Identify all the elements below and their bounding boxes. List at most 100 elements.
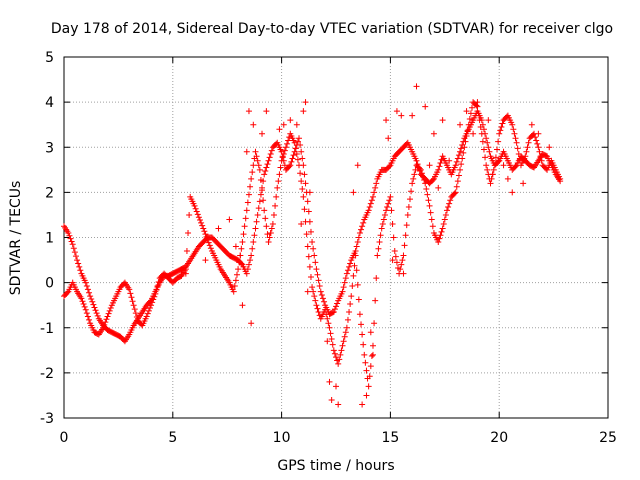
data-point-track-a	[68, 238, 75, 245]
data-point-track-a	[359, 223, 366, 230]
data-point-scatter-extras	[409, 112, 416, 119]
data-point-track-b	[262, 215, 269, 222]
data-point-track-b	[355, 296, 362, 303]
x-tick-label: 25	[599, 430, 617, 446]
data-point-scatter-extras	[324, 338, 331, 345]
data-point-scatter-extras	[287, 117, 294, 124]
data-point-track-a	[256, 198, 263, 205]
y-tick-label: 2	[45, 185, 54, 201]
data-point-track-b	[440, 220, 447, 227]
data-point-track-b	[452, 189, 459, 196]
data-point-track-b	[144, 310, 151, 317]
data-point-track-a	[372, 184, 379, 191]
data-point-scatter-extras	[367, 329, 374, 336]
data-point-track-b	[200, 225, 207, 232]
data-point-track-a	[483, 135, 490, 142]
data-point-track-b	[193, 208, 200, 215]
data-point-track-b	[416, 165, 423, 172]
data-point-track-b	[361, 351, 368, 358]
data-point-track-b	[374, 252, 381, 259]
data-point-track-a	[457, 148, 464, 155]
data-point-track-b	[248, 175, 255, 182]
axis-ticks	[63, 56, 609, 419]
y-tick-labels: -3 -2 -1 0 1 2 3 4 5	[40, 50, 54, 427]
data-point-track-b	[498, 123, 505, 130]
data-point-track-a	[437, 160, 444, 167]
data-point-track-b	[487, 180, 494, 187]
data-point-track-a	[93, 310, 100, 317]
data-point-scatter-extras	[300, 108, 307, 115]
data-point-track-b	[371, 320, 378, 327]
data-point-scatter-extras	[259, 130, 266, 137]
data-point-track-b	[310, 288, 317, 295]
data-point-track-b	[445, 204, 452, 211]
data-point-track-b	[277, 164, 284, 171]
data-point-track-a	[329, 309, 336, 316]
data-point-track-b	[153, 286, 160, 293]
data-point-track-a	[302, 180, 309, 187]
data-point-track-b	[381, 211, 388, 218]
data-point-track-b	[303, 231, 310, 238]
data-point-track-b	[202, 231, 209, 238]
data-point-track-a	[89, 298, 96, 305]
data-point-scatter-extras	[226, 216, 233, 223]
data-point-track-a	[436, 163, 443, 170]
data-point-track-b	[516, 156, 523, 163]
data-point-track-a	[70, 245, 77, 252]
data-point-track-a	[307, 228, 314, 235]
data-point-scatter-extras	[430, 130, 437, 137]
data-point-scatter-extras	[328, 396, 335, 403]
data-point-track-a	[91, 304, 98, 311]
data-point-track-b	[241, 223, 248, 230]
data-point-track-b	[205, 239, 212, 246]
data-point-track-b	[344, 316, 351, 323]
data-point-track-b	[404, 211, 411, 218]
data-point-track-a	[84, 286, 91, 293]
data-point-track-b	[79, 298, 86, 305]
data-point-track-b	[403, 222, 410, 229]
data-point-track-b	[300, 193, 307, 200]
data-point-track-a	[453, 158, 460, 165]
data-point-track-b	[299, 185, 306, 192]
data-point-track-b	[249, 169, 256, 176]
data-point-track-b	[329, 341, 336, 348]
data-point-track-b	[150, 296, 157, 303]
x-tick-label: 20	[490, 430, 508, 446]
data-point-track-a	[484, 139, 491, 146]
data-point-track-a	[286, 163, 293, 170]
data-point-track-b	[127, 290, 134, 297]
data-point-track-b	[100, 324, 107, 331]
data-point-track-b	[409, 180, 416, 187]
data-point-scatter-extras	[509, 189, 516, 196]
data-point-track-b	[199, 222, 206, 229]
data-point-track-b	[242, 215, 249, 222]
data-point-track-b	[418, 170, 425, 177]
data-point-track-a	[92, 307, 99, 314]
data-point-track-a	[88, 295, 95, 302]
data-point-track-b	[443, 207, 450, 214]
data-point-track-b	[105, 310, 112, 317]
data-point-track-b	[244, 199, 251, 206]
data-point-track-b	[340, 338, 347, 345]
data-point-track-b	[311, 293, 318, 300]
data-point-track-b	[459, 155, 466, 162]
data-point-track-a	[75, 260, 82, 267]
y-tick-label: 1	[45, 231, 54, 247]
data-point-track-a	[82, 279, 89, 286]
data-point-track-b	[524, 144, 531, 151]
data-point-track-b	[107, 305, 114, 312]
data-point-scatter-extras	[546, 144, 553, 151]
data-point-track-b	[275, 178, 282, 185]
data-point-track-b	[198, 219, 205, 226]
data-point-track-b	[306, 263, 313, 270]
data-point-track-a	[76, 263, 83, 270]
data-point-track-b	[302, 218, 309, 225]
data-point-track-b	[422, 180, 429, 187]
data-point-track-b	[235, 266, 242, 273]
data-point-track-a	[296, 135, 303, 142]
data-point-track-a	[266, 154, 273, 161]
data-point-track-b	[446, 200, 453, 207]
data-point-scatter-extras	[489, 171, 496, 178]
data-point-scatter-extras	[182, 270, 189, 277]
data-point-track-b	[206, 242, 213, 249]
